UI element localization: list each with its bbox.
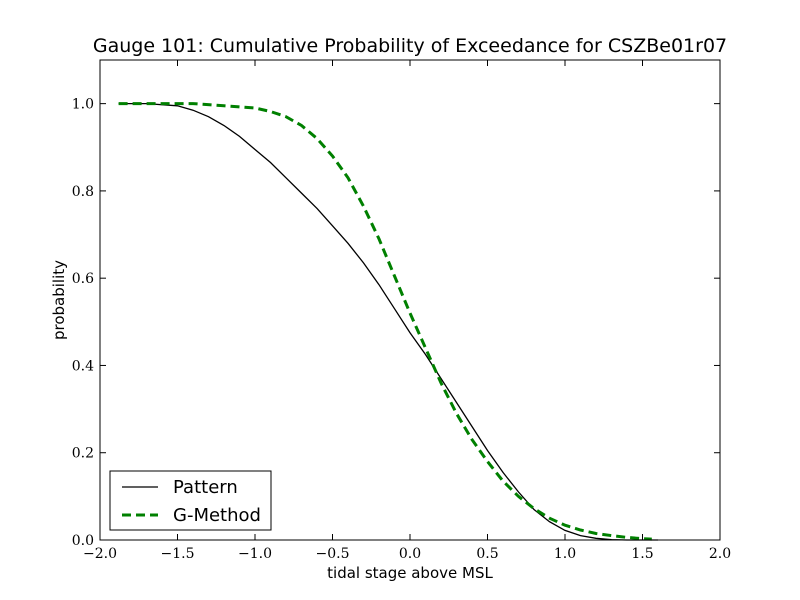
tick-layer: −2.0 −1.5 −1.0 −0.5 0.0 0.5 1.0 1.5 2.0 0.0 0.2 0.4… bbox=[72, 60, 731, 562]
x-tick-label: −1.0 bbox=[238, 546, 272, 562]
x-tick-label: 1.0 bbox=[554, 546, 576, 562]
y-tick-label: 0.4 bbox=[72, 358, 94, 374]
y-tick-label: 1.0 bbox=[72, 97, 94, 113]
legend-label-g-method: G-Method bbox=[173, 505, 261, 526]
x-tick-label: −2.0 bbox=[83, 546, 117, 562]
legend-label-pattern: Pattern bbox=[173, 477, 238, 498]
x-tick-label: 0.0 bbox=[399, 546, 421, 562]
legend-box bbox=[109, 470, 272, 531]
series-line-g-method bbox=[118, 102, 652, 541]
chart-title: Gauge 101: Cumulative Probability of Exc… bbox=[93, 35, 727, 57]
y-tick-label: 0.6 bbox=[72, 271, 94, 287]
x-tick-label: −1.5 bbox=[161, 546, 195, 562]
series-layer bbox=[118, 102, 658, 541]
y-tick-label: 0.2 bbox=[72, 446, 94, 462]
x-tick-label: 2.0 bbox=[709, 546, 731, 562]
plot-frame bbox=[99, 59, 721, 541]
y-tick-label: 0.8 bbox=[72, 184, 94, 200]
x-tick-label: 0.5 bbox=[476, 546, 498, 562]
x-tick-label: −0.5 bbox=[316, 546, 350, 562]
x-tick-label: 1.5 bbox=[631, 546, 653, 562]
x-axis-label: tidal stage above MSL bbox=[327, 564, 493, 582]
legend: Pattern G-Method bbox=[109, 470, 272, 531]
y-axis-label: probability bbox=[50, 260, 68, 340]
series-line-pattern bbox=[118, 102, 658, 541]
y-tick-label: 0.0 bbox=[72, 533, 94, 549]
